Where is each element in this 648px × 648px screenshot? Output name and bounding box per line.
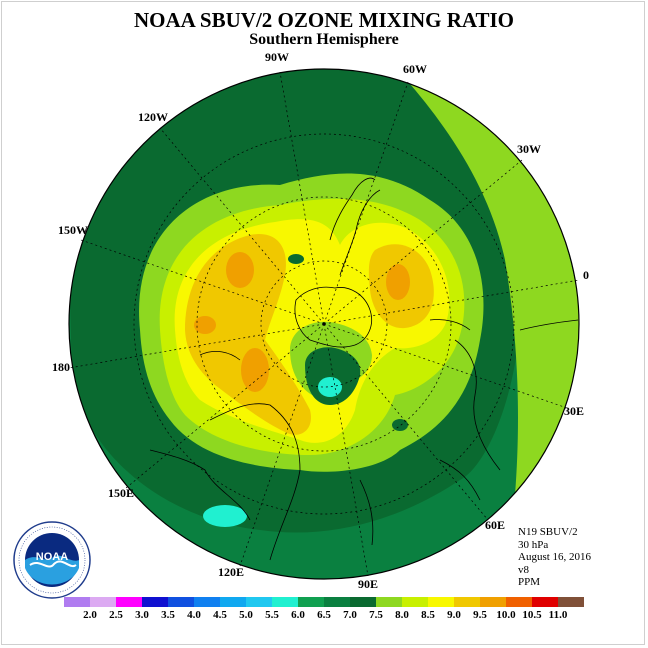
colorbar-tick-label: 6.0: [291, 609, 305, 621]
colorbar-tick-label: 10.0: [496, 609, 516, 621]
colorbar-labels: 2.0 2.5 3.0 3.5 4.0 4.5 5.0 5.5 6.0 6.5 7.0 7.5 8.0 8…: [50, 609, 610, 623]
colorbar-swatch-green: [298, 597, 324, 607]
ozone-small-low-2: [392, 419, 408, 431]
colorbar-tick-label: 3.5: [161, 609, 175, 621]
coastlines: [149, 177, 579, 561]
info-block: N19 SBUV/2 30 hPa August 16, 2016 v8 PPM: [518, 526, 591, 589]
ozone-band-9-0-west: [185, 234, 311, 435]
ozone-core-9-5-d: [386, 264, 410, 300]
satellite-label: N19 SBUV/2: [518, 526, 578, 538]
noaa-logo-icon: NOAA: [13, 521, 91, 599]
lon-label-120w: 120W: [138, 110, 168, 124]
colorbar-swatch-dark-blue: [142, 597, 168, 607]
colorbar-swatch-yellow-green: [376, 597, 402, 607]
colorbar-swatch-red: [532, 597, 558, 607]
lon-label-60w: 60W: [403, 62, 427, 76]
colorbar-tick-label: 4.0: [187, 609, 201, 621]
colorbar-swatch-dark-orange: [506, 597, 532, 607]
lon-label-30w: 30W: [517, 142, 541, 156]
colorbar-tick-label: 9.0: [447, 609, 461, 621]
ozone-core-9-5-b: [194, 316, 216, 334]
colorbar-swatch-magenta: [116, 597, 142, 607]
ozone-min-aqua: [318, 377, 342, 397]
units-label: PPM: [518, 576, 541, 588]
ozone-min-aqua-2: [203, 505, 247, 527]
pressure-level-label: 30 hPa: [518, 538, 549, 551]
date-label: August 16, 2016: [518, 551, 592, 563]
colorbar-tick-label: 11.0: [548, 609, 568, 621]
colorbar-tick-label: 6.5: [317, 609, 331, 621]
colorbar-swatch-sky-blue: [220, 597, 246, 607]
colorbar-tick-label: 10.5: [522, 609, 542, 621]
colorbar-tick-label: 2.5: [109, 609, 123, 621]
lon-label-150e: 150E: [108, 486, 135, 500]
lon-label-30e: 30E: [564, 404, 585, 418]
map-subtitle: Southern Hemisphere: [249, 31, 399, 48]
lon-label-90e: 90E: [358, 577, 379, 591]
colorbar-swatch-blue: [168, 597, 194, 607]
map-title: NOAA SBUV/2 OZONE MIXING RATIO: [134, 8, 514, 32]
colorbar-tick-label: 7.0: [343, 609, 357, 621]
colorbar-swatch-brown: [558, 597, 584, 607]
colorbar-swatch-gold: [454, 597, 480, 607]
colorbar-swatch-light-blue: [246, 597, 272, 607]
colorbar-swatch-lime: [402, 597, 428, 607]
lon-label-150w: 150W: [58, 223, 88, 237]
logo-text: NOAA: [36, 551, 68, 563]
colorbar-tick-label: 4.5: [213, 609, 227, 621]
colorbar-swatch-orange: [480, 597, 506, 607]
colorbar-swatch-dark-green: [350, 597, 376, 607]
colorbar-tick-label: 8.5: [421, 609, 435, 621]
colorbar-swatch-lavender: [64, 597, 90, 607]
lon-label-60e: 60E: [485, 518, 506, 532]
colorbar: [64, 597, 584, 607]
colorbar-swatch-medium-green: [324, 597, 350, 607]
latitude-circles: [133, 133, 515, 515]
colorbar-tick-label: 8.0: [395, 609, 409, 621]
colorbar-swatch-aqua: [272, 597, 298, 607]
lon-label-90w: 90W: [265, 50, 289, 64]
lon-label-180: 180: [52, 360, 70, 374]
ozone-small-low: [288, 254, 304, 264]
longitude-lines: [68, 71, 580, 577]
lon-label-0: 0: [583, 268, 589, 282]
ozone-core-9-5-a: [226, 252, 254, 288]
colorbar-tick-label: 5.5: [265, 609, 279, 621]
lon-label-120e: 120E: [218, 565, 245, 579]
colorbar-tick-label: 9.5: [473, 609, 487, 621]
colorbar-tick-label: 3.0: [135, 609, 149, 621]
map-boundary: [68, 68, 580, 580]
version-label: v8: [518, 563, 529, 576]
ozone-core-9-5-c: [241, 348, 269, 392]
colorbar-swatch-light-violet: [90, 597, 116, 607]
colorbar-swatch-medium-blue: [194, 597, 220, 607]
colorbar-tick-label: 2.0: [83, 609, 97, 621]
colorbar-tick-label: 5.0: [239, 609, 253, 621]
colorbar-tick-label: 7.5: [369, 609, 383, 621]
colorbar-swatch-yellow: [428, 597, 454, 607]
